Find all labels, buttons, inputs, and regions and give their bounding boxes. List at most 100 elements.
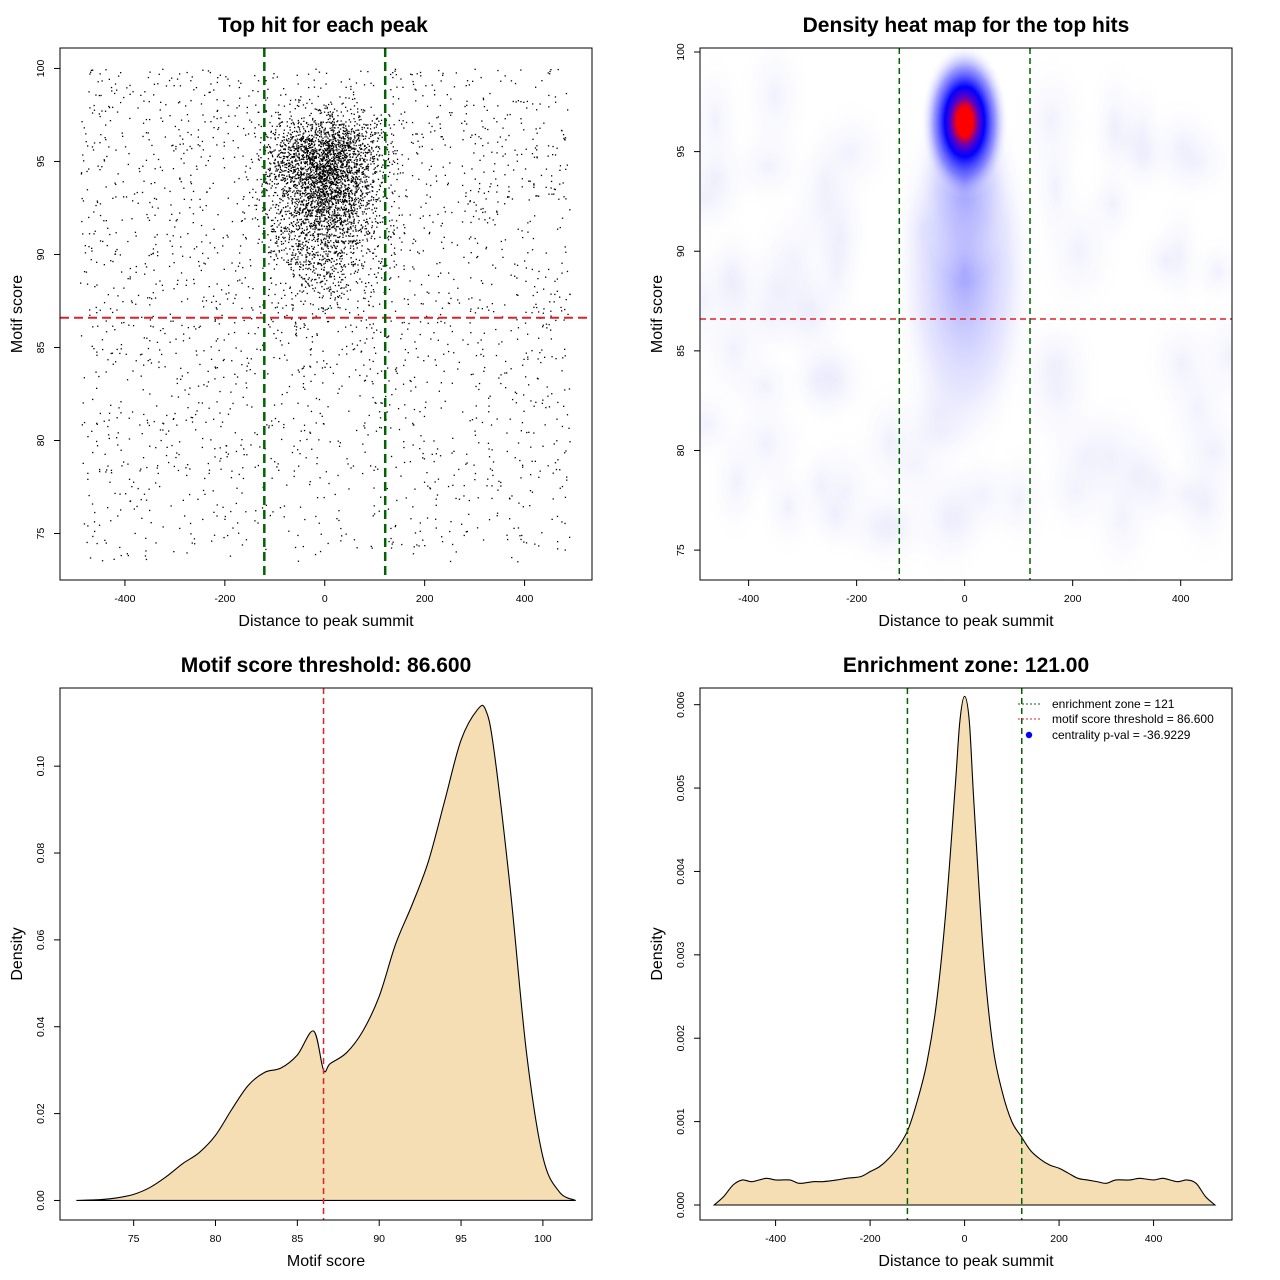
scatter-point bbox=[270, 137, 272, 139]
scatter-point bbox=[369, 150, 371, 152]
scatter-point bbox=[275, 187, 277, 189]
scatter-point bbox=[329, 206, 332, 208]
scatter-point bbox=[187, 120, 190, 122]
scatter-point bbox=[356, 282, 359, 284]
scatter-point bbox=[368, 414, 370, 417]
scatter-point bbox=[536, 132, 538, 134]
scatter-point bbox=[315, 190, 317, 193]
scatter-point bbox=[367, 127, 369, 129]
scatter-point bbox=[485, 248, 487, 250]
scatter-point bbox=[319, 477, 321, 479]
scatter-point bbox=[370, 135, 372, 138]
scatter-point bbox=[199, 325, 201, 327]
scatter-point bbox=[187, 327, 189, 329]
scatter-point bbox=[320, 143, 322, 145]
scatter-point bbox=[443, 353, 445, 355]
scatter-point bbox=[370, 141, 372, 143]
scatter-point bbox=[353, 166, 355, 169]
scatter-point bbox=[362, 297, 365, 299]
scatter-point bbox=[508, 186, 510, 188]
scatter-point bbox=[313, 141, 315, 143]
scatter-point bbox=[373, 487, 375, 489]
scatter-point bbox=[146, 419, 148, 421]
scatter-point bbox=[126, 379, 129, 381]
scatter-point bbox=[257, 80, 260, 82]
scatter-point bbox=[377, 245, 379, 247]
scatter-point bbox=[528, 180, 530, 182]
scatter-point bbox=[284, 226, 287, 228]
scatter-point bbox=[366, 147, 368, 149]
scatter-point bbox=[298, 244, 300, 246]
scatter-point bbox=[318, 439, 320, 441]
scatter-point bbox=[275, 284, 277, 286]
scatter-point bbox=[323, 183, 325, 186]
scatter-point bbox=[348, 144, 350, 147]
scatter-point bbox=[171, 395, 173, 397]
scatter-point bbox=[335, 156, 337, 158]
scatter-point bbox=[319, 175, 321, 177]
scatter-point bbox=[350, 180, 352, 182]
scatter-point bbox=[334, 299, 336, 301]
scatter-point bbox=[315, 422, 317, 424]
scatter-point bbox=[329, 219, 331, 221]
scatter-point bbox=[388, 288, 391, 291]
scatter-point bbox=[343, 252, 345, 254]
scatter-point bbox=[300, 148, 302, 150]
scatter-point bbox=[323, 192, 325, 195]
scatter-point bbox=[314, 219, 316, 222]
scatter-point bbox=[337, 156, 339, 159]
scatter-point bbox=[346, 353, 348, 355]
scatter-point bbox=[379, 221, 381, 224]
scatter-point bbox=[414, 240, 417, 242]
scatter-point bbox=[342, 241, 344, 243]
scatter-point bbox=[137, 487, 139, 490]
scatter-point bbox=[177, 102, 180, 104]
scatter-point bbox=[494, 267, 497, 269]
scatter-point bbox=[340, 240, 343, 242]
scatter-point bbox=[531, 350, 533, 352]
scatter-point bbox=[519, 535, 521, 537]
scatter-point bbox=[294, 254, 296, 257]
scatter-point bbox=[309, 177, 311, 179]
scatter-point bbox=[388, 540, 390, 543]
scatter-point bbox=[342, 193, 345, 195]
scatter-point bbox=[320, 307, 323, 309]
scatter-point bbox=[419, 71, 422, 74]
scatter-point bbox=[396, 86, 398, 88]
scatter-point bbox=[372, 134, 374, 136]
scatter-point bbox=[543, 122, 545, 124]
scatter-point bbox=[350, 178, 353, 180]
scatter-point bbox=[280, 145, 282, 147]
scatter-point bbox=[426, 472, 428, 474]
scatter-point bbox=[468, 499, 470, 502]
scatter-point bbox=[301, 139, 304, 141]
scatter-point bbox=[203, 384, 205, 386]
scatter-point bbox=[298, 174, 300, 176]
scatter-point bbox=[352, 252, 354, 255]
scatter-point bbox=[479, 159, 481, 161]
scatter-point bbox=[255, 510, 257, 512]
scatter-point bbox=[326, 190, 328, 192]
scatter-point bbox=[407, 352, 409, 354]
scatter-point bbox=[549, 301, 551, 303]
scatter-point bbox=[299, 327, 302, 330]
scatter-point bbox=[325, 134, 327, 136]
scatter-point bbox=[92, 535, 94, 538]
scatter-point bbox=[326, 107, 328, 110]
scatter-point bbox=[349, 312, 351, 314]
scatter-point bbox=[103, 220, 105, 222]
scatter-point bbox=[376, 158, 379, 160]
scatter-point bbox=[300, 173, 303, 175]
scatter-point bbox=[557, 401, 559, 404]
scatter-point bbox=[344, 189, 346, 191]
scatter-point bbox=[329, 169, 331, 172]
scatter-point bbox=[124, 146, 127, 148]
scatter-point bbox=[223, 167, 226, 169]
scatter-point bbox=[267, 234, 269, 236]
scatter-point bbox=[385, 141, 387, 143]
scatter-point bbox=[378, 197, 380, 199]
scatter-point bbox=[303, 186, 306, 189]
scatter-point bbox=[296, 146, 298, 148]
scatter-point bbox=[337, 127, 339, 129]
